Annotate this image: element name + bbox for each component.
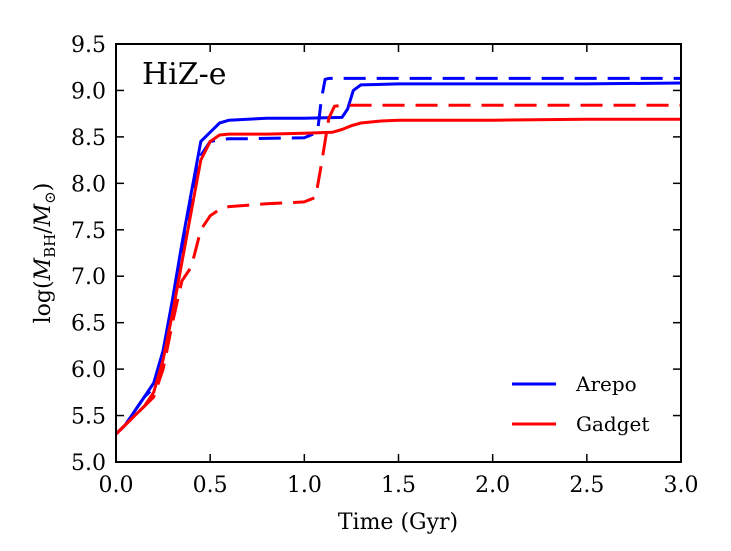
y-label-suffix: ) [31, 183, 56, 192]
y-label-sub-sun: ⊙ [41, 191, 59, 204]
y-tick-label: 9.5 [71, 33, 106, 58]
series-line-gadget-dashed [116, 103, 681, 436]
legend-label-arepo: Arepo [575, 372, 637, 396]
y-tick-label: 6.0 [71, 358, 106, 383]
y-tick-label: 7.0 [71, 265, 106, 290]
y-label-sub-bh: BH [41, 234, 59, 258]
x-tick-label: 1.5 [381, 473, 416, 498]
tick-layer: 0.0 0.5 1.0 1.5 2.0 2.5 3.0 5.0 5.5 6.0 6.5 7.0 7.5 8… [71, 33, 699, 498]
x-tick-label: 1.0 [287, 473, 322, 498]
y-tick-label: 6.5 [71, 312, 106, 337]
x-axis-label: Time (Gyr) [338, 510, 458, 535]
x-tick-label: 2.0 [475, 473, 510, 498]
y-tick-label: 5.5 [71, 405, 106, 430]
y-tick-label: 9.0 [71, 79, 106, 104]
y-label-m2: M [31, 203, 56, 227]
series-line-arepo-solid [116, 81, 681, 436]
y-tick-label: 8.0 [71, 172, 106, 197]
series-line-arepo-dashed [116, 76, 681, 436]
y-tick-label: 7.5 [71, 219, 106, 244]
legend-label-gadget: Gadget [576, 412, 649, 436]
y-label-m: M [31, 257, 56, 281]
y-axis-label: log(MBH/M⊙) [31, 183, 59, 324]
series-line-gadget-solid [116, 117, 681, 436]
x-tick-label: 0.5 [193, 473, 228, 498]
y-tick-label: 5.0 [71, 451, 106, 476]
x-tick-label: 0.0 [99, 473, 134, 498]
y-label-slash: / [31, 226, 56, 234]
x-tick-label: 2.5 [569, 473, 604, 498]
y-tick-label: 8.5 [71, 126, 106, 151]
x-tick-label: 3.0 [664, 473, 699, 498]
y-label-prefix: log( [31, 280, 56, 323]
legend: Arepo Gadget [512, 372, 649, 436]
panel-label: HiZ-e [142, 57, 227, 92]
series-layer [116, 76, 681, 436]
